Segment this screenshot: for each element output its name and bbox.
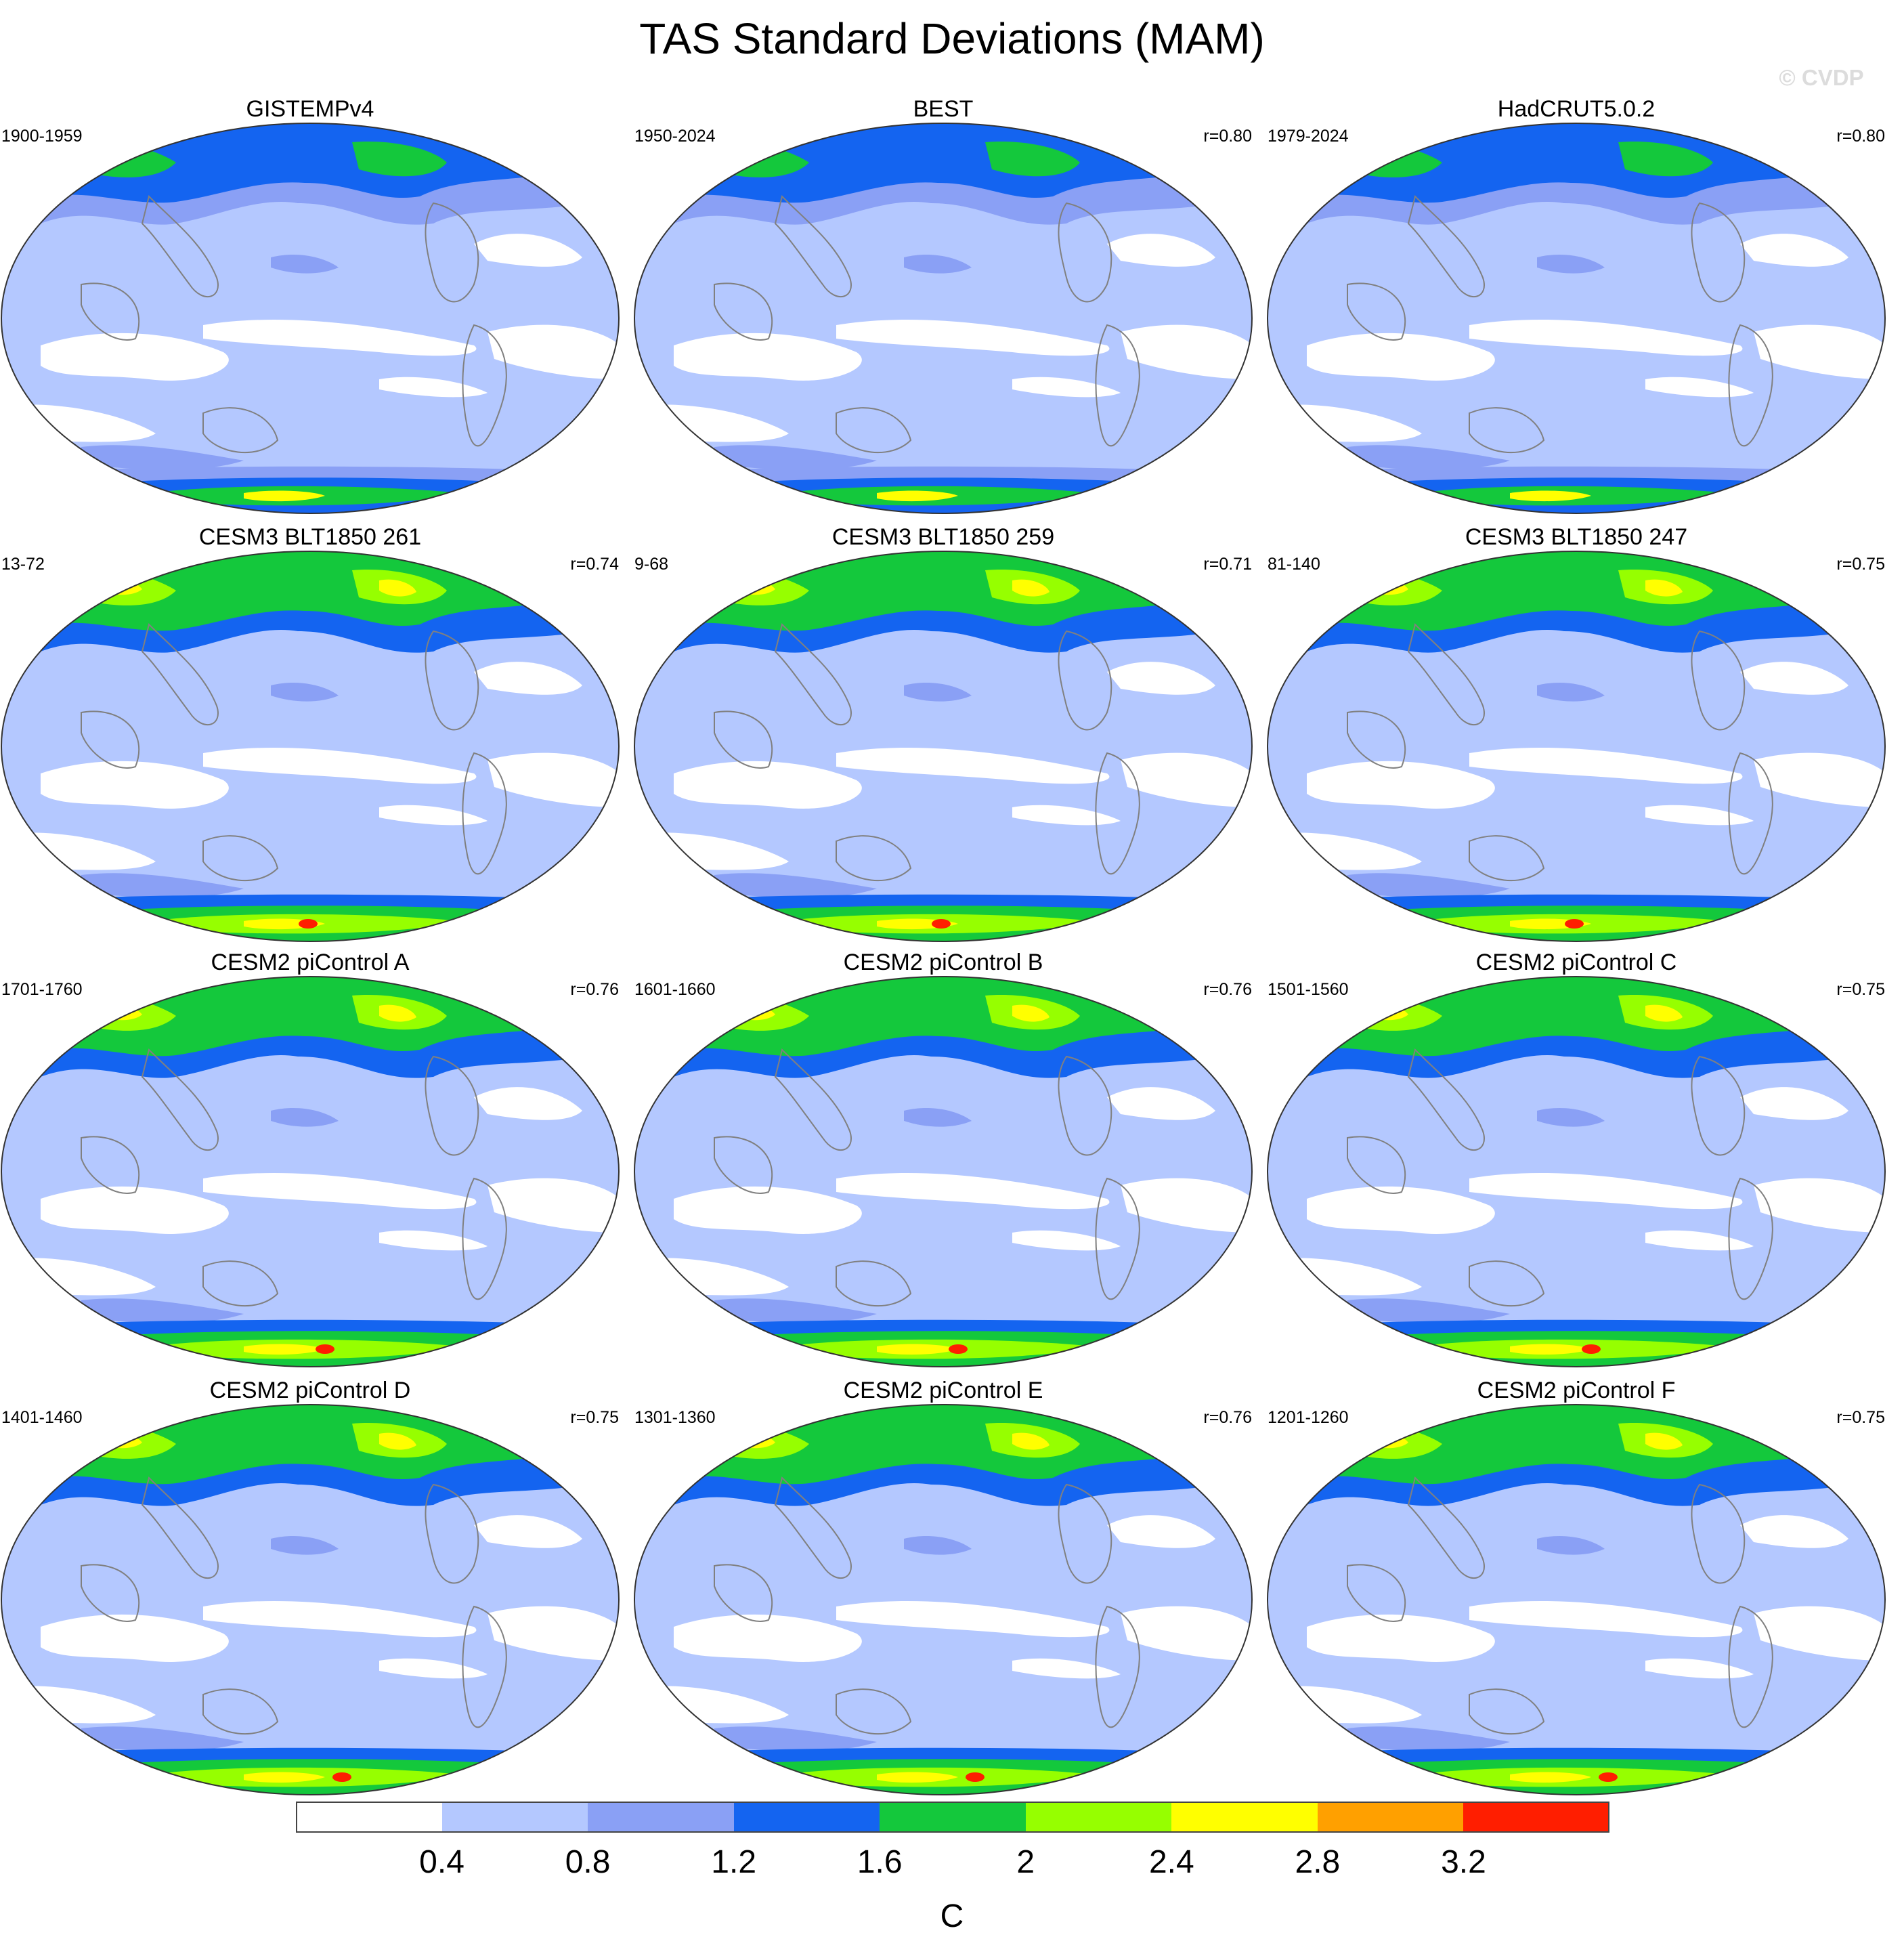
map-panel: CESM2 piControl E 1301-1360 r=0.76 xyxy=(633,1376,1253,1796)
colorbar-box xyxy=(441,1802,588,1833)
panel-period: 9-68 xyxy=(634,555,669,574)
colorbar xyxy=(296,1802,1610,1833)
panel-period: 1501-1560 xyxy=(1268,980,1349,999)
robinson-map xyxy=(1267,1404,1886,1795)
panel-title: CESM3 BLT1850 247 xyxy=(1465,524,1688,550)
panel-correlation: r=0.75 xyxy=(1836,1408,1885,1427)
panel-correlation: r=0.80 xyxy=(1203,127,1252,146)
panel-title: CESM2 piControl E xyxy=(843,1378,1043,1403)
colorbar-tick-label: 2.8 xyxy=(1295,1844,1341,1880)
colorbar-tick-label: 1.6 xyxy=(857,1844,903,1880)
robinson-map xyxy=(1267,551,1886,942)
robinson-map xyxy=(1267,976,1886,1367)
robinson-map xyxy=(1,976,620,1367)
panel-map xyxy=(633,550,1253,943)
robinson-map xyxy=(1,1404,620,1795)
panel-title: GISTEMPv4 xyxy=(246,96,374,122)
panel-title: BEST xyxy=(913,96,974,122)
panel-title: CESM2 piControl F xyxy=(1477,1378,1676,1403)
panel-correlation: r=0.75 xyxy=(570,1408,619,1427)
map-panel: CESM2 piControl B 1601-1660 r=0.76 xyxy=(633,948,1253,1368)
panel-period: 1950-2024 xyxy=(634,127,716,146)
colorbar-box xyxy=(1171,1802,1318,1833)
colorbar-tick-label: 3.2 xyxy=(1441,1844,1486,1880)
panel-period: 1979-2024 xyxy=(1268,127,1349,146)
panel-period: 1201-1260 xyxy=(1268,1408,1349,1427)
map-panel: CESM2 piControl F 1201-1260 r=0.75 xyxy=(1266,1376,1886,1796)
panel-correlation: r=0.76 xyxy=(570,980,619,999)
robinson-map xyxy=(634,551,1253,942)
panel-map xyxy=(633,975,1253,1368)
colorbar-box xyxy=(1317,1802,1464,1833)
map-panel: CESM2 piControl D 1401-1460 r=0.75 xyxy=(0,1376,620,1796)
robinson-map xyxy=(634,1404,1253,1795)
panel-map xyxy=(1266,122,1886,515)
panel-period: 1701-1760 xyxy=(1,980,83,999)
panel-title: CESM2 piControl A xyxy=(211,950,410,975)
panel-map xyxy=(633,122,1253,515)
panel-map xyxy=(0,550,620,943)
panel-map xyxy=(1266,975,1886,1368)
panel-period: 13-72 xyxy=(1,555,45,574)
panel-correlation: r=0.80 xyxy=(1836,127,1885,146)
panel-title: CESM2 piControl B xyxy=(843,950,1043,975)
colorbar-tick-label: 0.8 xyxy=(565,1844,611,1880)
panel-map xyxy=(1266,1403,1886,1796)
panel-correlation: r=0.75 xyxy=(1836,980,1885,999)
colorbar-tick-label: 2.4 xyxy=(1148,1844,1194,1880)
robinson-map xyxy=(1,551,620,942)
colorbar-box xyxy=(296,1802,443,1833)
robinson-map xyxy=(634,976,1253,1367)
map-panel: CESM2 piControl A 1701-1760 r=0.76 xyxy=(0,948,620,1368)
panel-title: CESM2 piControl C xyxy=(1475,950,1677,975)
map-panel: BEST 1950-2024 r=0.80 xyxy=(633,95,1253,515)
colorbar-box xyxy=(733,1802,880,1833)
panel-map xyxy=(0,975,620,1368)
panel-period: 1601-1660 xyxy=(634,980,716,999)
panel-map xyxy=(0,122,620,515)
map-panel: CESM3 BLT1850 247 81-140 r=0.75 xyxy=(1266,523,1886,943)
panel-title: HadCRUT5.0.2 xyxy=(1497,96,1656,122)
panel-period: 1301-1360 xyxy=(634,1408,716,1427)
colorbar-box xyxy=(588,1802,735,1833)
map-panel: HadCRUT5.0.2 1979-2024 r=0.80 xyxy=(1266,95,1886,515)
colorbar-tick-label: 0.4 xyxy=(419,1844,464,1880)
panel-correlation: r=0.76 xyxy=(1203,1408,1252,1427)
robinson-map xyxy=(1267,123,1886,514)
panel-map xyxy=(0,1403,620,1796)
colorbar-box xyxy=(1463,1802,1610,1833)
panel-correlation: r=0.76 xyxy=(1203,980,1252,999)
panel-period: 1900-1959 xyxy=(1,127,83,146)
panel-title: CESM2 piControl D xyxy=(209,1378,411,1403)
colorbar-tick-label: 1.2 xyxy=(711,1844,757,1880)
panel-correlation: r=0.75 xyxy=(1836,555,1885,574)
panel-period: 81-140 xyxy=(1268,555,1320,574)
map-panel: CESM3 BLT1850 261 13-72 r=0.74 xyxy=(0,523,620,943)
colorbar-tick-label: 2 xyxy=(1016,1844,1035,1880)
panel-map xyxy=(633,1403,1253,1796)
panel-title: CESM3 BLT1850 259 xyxy=(831,524,1055,550)
panel-correlation: r=0.74 xyxy=(570,555,619,574)
panel-map xyxy=(1266,550,1886,943)
map-panel: CESM2 piControl C 1501-1560 r=0.75 xyxy=(1266,948,1886,1368)
colorbar-box xyxy=(880,1802,1026,1833)
cvdp-watermark: © CVDP xyxy=(1779,65,1864,90)
robinson-map xyxy=(634,123,1253,514)
robinson-map xyxy=(1,123,620,514)
panel-correlation: r=0.71 xyxy=(1203,555,1252,574)
panel-title: CESM3 BLT1850 261 xyxy=(198,524,422,550)
colorbar-box xyxy=(1025,1802,1172,1833)
panel-period: 1401-1460 xyxy=(1,1408,83,1427)
colorbar-units-label: C xyxy=(940,1898,964,1934)
figure-title: TAS Standard Deviations (MAM) xyxy=(639,14,1265,63)
map-panel: CESM3 BLT1850 259 9-68 r=0.71 xyxy=(633,523,1253,943)
map-panel: GISTEMPv4 1900-1959 xyxy=(0,95,620,515)
